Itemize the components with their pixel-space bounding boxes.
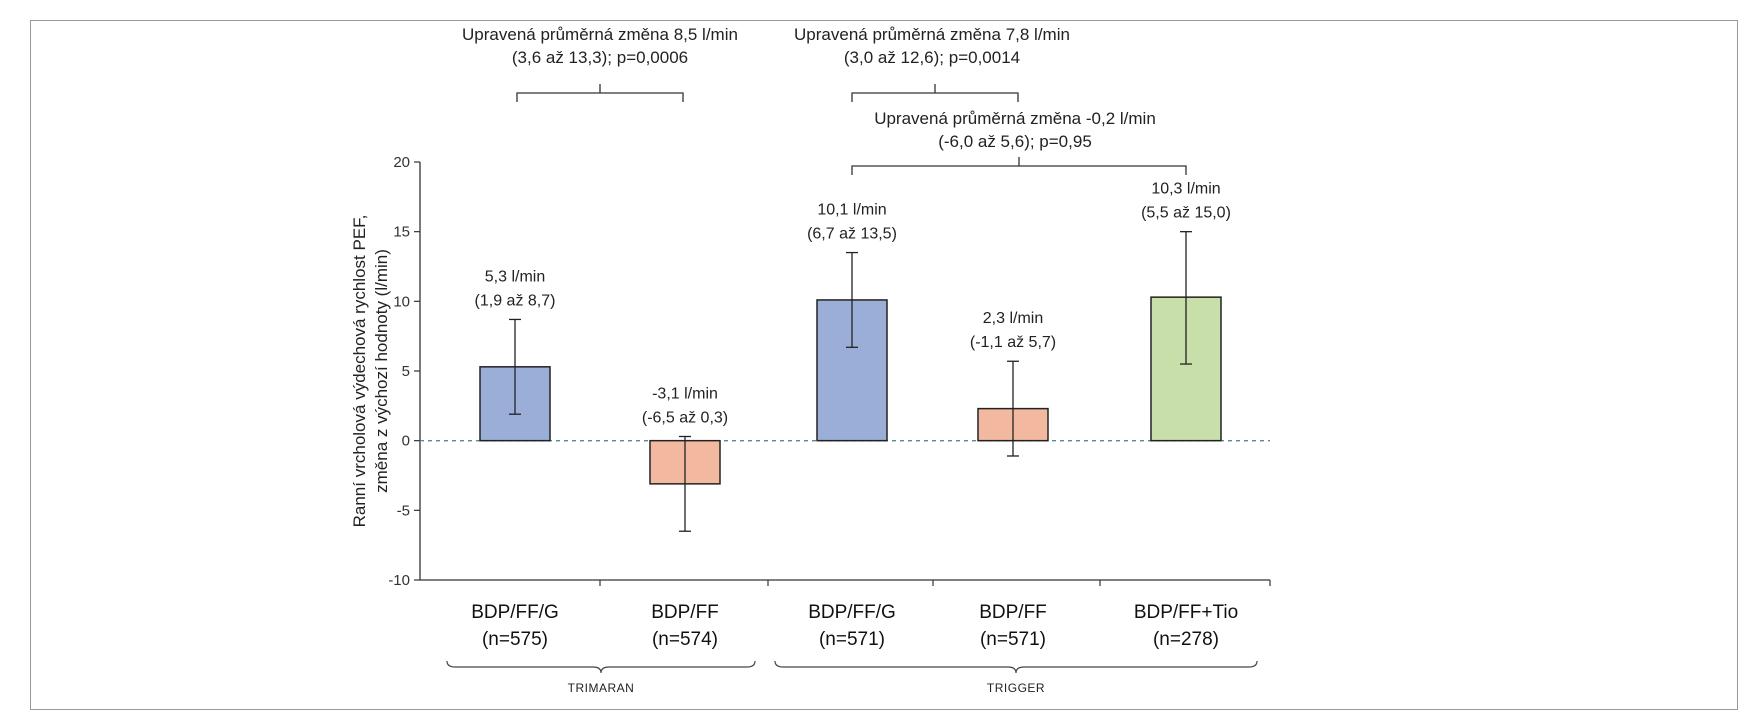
x-category-n: (n=574) bbox=[652, 629, 718, 650]
x-category-n: (n=575) bbox=[482, 629, 548, 650]
x-category-label: BDP/FF/G bbox=[808, 602, 896, 623]
comparison-label-line2: (3,6 až 13,3); p=0,0006 bbox=[512, 48, 688, 67]
y-tick-label: 20 bbox=[393, 154, 410, 171]
y-axis-label: Ranní vrcholová výdechová rychlost PEF, z… bbox=[350, 215, 391, 528]
data-label-value: 5,3 l/min bbox=[485, 268, 545, 285]
y-axis-label-line: Ranní vrcholová výdechová rychlost PEF, bbox=[350, 215, 369, 528]
data-label-ci: (-6,5 až 0,3) bbox=[642, 409, 728, 426]
x-category-n: (n=278) bbox=[1153, 629, 1219, 650]
y-tick-label: 5 bbox=[402, 363, 410, 380]
comparison-label-line2: (3,0 až 12,6); p=0,0014 bbox=[844, 48, 1020, 67]
x-category-label: BDP/FF bbox=[651, 602, 719, 623]
x-category-label: BDP/FF bbox=[979, 602, 1047, 623]
x-category-n: (n=571) bbox=[980, 629, 1046, 650]
y-tick-label: 10 bbox=[393, 293, 410, 310]
data-label-value: 10,1 l/min bbox=[817, 202, 886, 219]
comparison-label-line1: Upravená průměrná změna -0,2 l/min bbox=[874, 109, 1156, 128]
y-tick-label: 0 bbox=[402, 433, 410, 450]
y-tick-label: -5 bbox=[397, 502, 410, 519]
comparison-label-line2: (-6,0 až 5,6); p=0,95 bbox=[938, 132, 1092, 151]
data-label-value: -3,1 l/min bbox=[652, 385, 718, 402]
x-category-n: (n=571) bbox=[819, 629, 885, 650]
x-category-label: BDP/FF/G bbox=[471, 602, 559, 623]
y-tick-label: -10 bbox=[388, 572, 410, 589]
comparison-bracket bbox=[851, 92, 1019, 102]
y-axis-label-line: změna z výchozí hodnoty (l/min) bbox=[372, 249, 391, 493]
comparison-label-line1: Upravená průměrná změna 7,8 l/min bbox=[794, 25, 1070, 44]
labels: 5,3 l/min (1,9 až 8,7) BDP/FF/G (n=575) -3,1… bbox=[446, 181, 1258, 695]
group-label-trimaran: TRIMARAN bbox=[568, 681, 635, 695]
comparison-label-line1: Upravená průměrná změna 8,5 l/min bbox=[462, 25, 738, 44]
bars bbox=[479, 231, 1222, 532]
group-label-trigger: TRIGGER bbox=[987, 681, 1045, 695]
comparison-bracket bbox=[516, 92, 684, 102]
group-brace-trimaran bbox=[446, 660, 756, 674]
y-tick-label: 15 bbox=[393, 224, 410, 241]
comparison-bracket bbox=[851, 165, 1187, 175]
data-label-ci: (5,5 až 15,0) bbox=[1141, 205, 1231, 222]
group-brace-trigger bbox=[774, 660, 1258, 674]
data-label-value: 10,3 l/min bbox=[1151, 181, 1220, 198]
data-label-value: 2,3 l/min bbox=[983, 310, 1043, 327]
data-label-ci: (6,7 až 13,5) bbox=[807, 226, 897, 243]
data-label-ci: (-1,1 až 5,7) bbox=[970, 334, 1056, 351]
comparisons: Upravená průměrná změna 8,5 l/min (3,6 až… bbox=[462, 25, 1187, 175]
data-label-ci: (1,9 až 8,7) bbox=[475, 292, 556, 309]
x-category-label: BDP/FF+Tio bbox=[1134, 602, 1238, 623]
